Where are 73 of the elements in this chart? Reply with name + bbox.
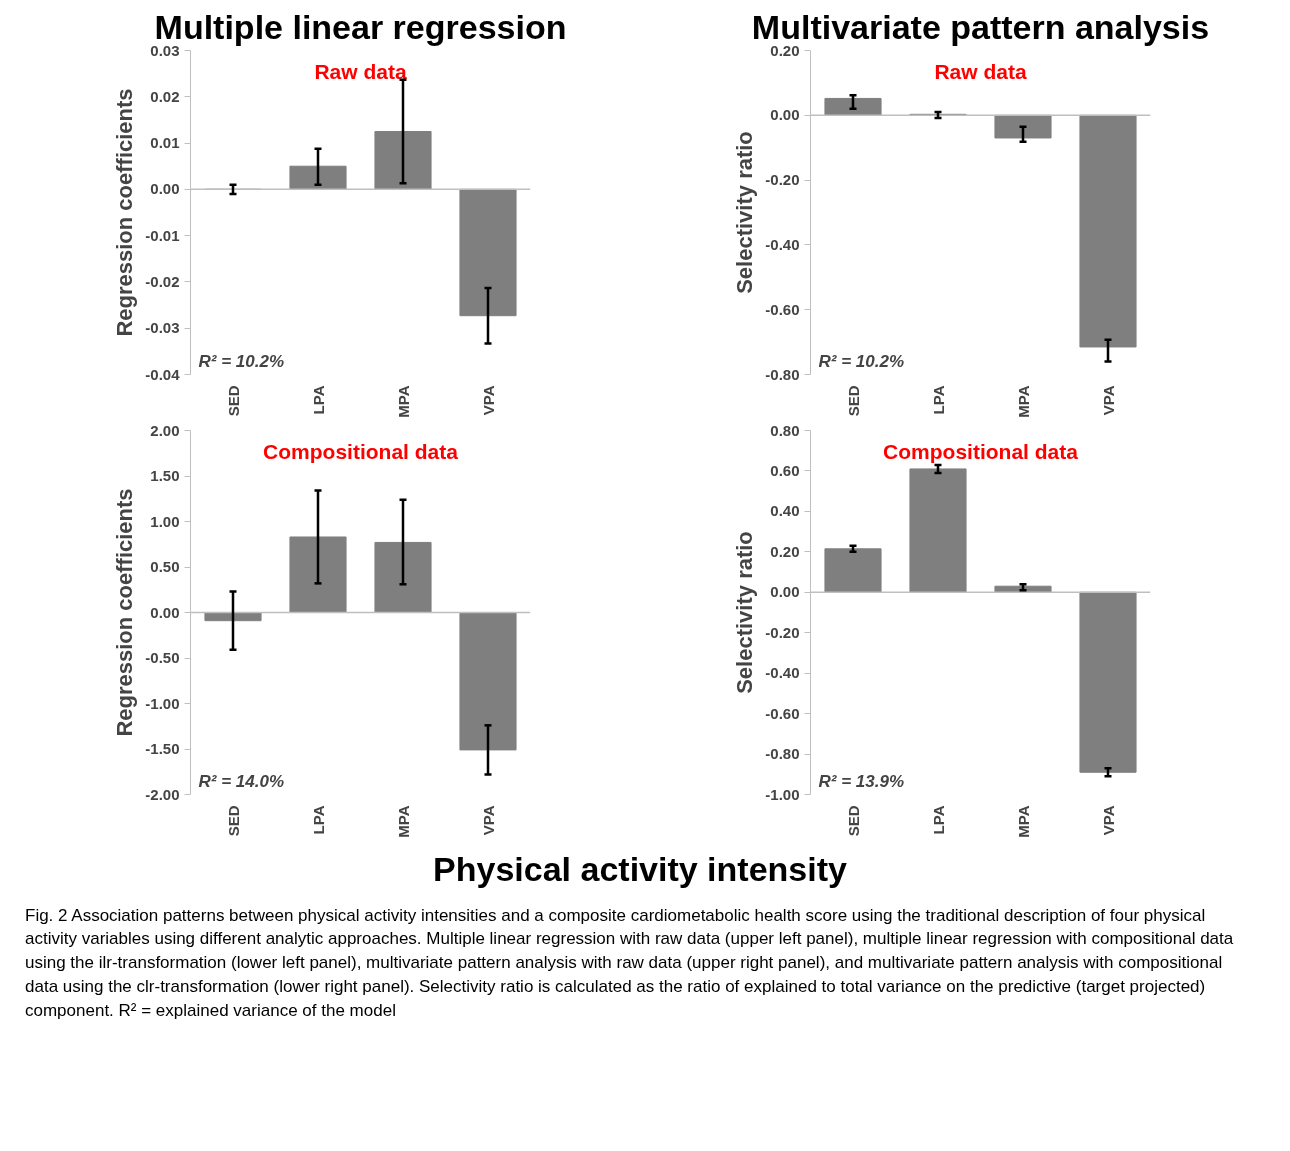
x-tick-label: SED	[224, 805, 242, 837]
x-tick-label: SED	[844, 385, 862, 417]
x-tick-label: VPA	[1099, 805, 1117, 836]
y-tick-label: 0.60	[770, 461, 800, 479]
annotation: R² = 10.2%	[198, 351, 285, 371]
x-tick-label: MPA	[394, 805, 412, 838]
annotation: R² = 13.9%	[818, 771, 905, 791]
y-tick-label: 1.00	[150, 512, 180, 530]
bar	[374, 541, 432, 613]
y-tick-label: 0.50	[150, 558, 180, 575]
y-tick-label: 0.20	[770, 542, 800, 560]
y-tick-label: -0.40	[765, 235, 800, 253]
x-tick-label: LPA	[309, 805, 327, 835]
y-tick-label: -0.02	[145, 272, 180, 290]
y-tick-label: 0.00	[150, 603, 180, 621]
chart-subtitle: Compositional data	[883, 439, 1079, 463]
chart-subtitle: Raw data	[314, 59, 407, 83]
bar	[1079, 114, 1137, 348]
y-axis-title: Regression coefficients	[112, 488, 138, 737]
x-tick-label: LPA	[309, 385, 327, 415]
bar	[994, 114, 1052, 139]
x-tick-label: VPA	[479, 805, 497, 836]
x-tick-label: LPA	[929, 385, 947, 415]
y-tick-label: 0.01	[150, 134, 180, 152]
annotation: R² = 10.2%	[818, 351, 905, 371]
y-tick-label: 0.40	[770, 502, 800, 520]
y-tick-label: -1.00	[765, 785, 800, 803]
bar	[824, 548, 882, 593]
y-axis-title: Selectivity ratio	[732, 131, 758, 294]
text: Physical activity intensity	[433, 849, 847, 890]
y-tick-label: 0.00	[770, 583, 800, 601]
bar	[289, 536, 347, 613]
y-tick-label: -0.80	[765, 365, 800, 383]
bar	[909, 468, 967, 593]
bar	[1079, 591, 1137, 773]
y-axis-title: Selectivity ratio	[732, 531, 758, 694]
y-tick-label: -0.20	[765, 623, 800, 641]
chart-subtitle: Compositional data	[263, 439, 459, 463]
chart-subtitle: Raw data	[934, 59, 1027, 83]
bar	[289, 165, 347, 190]
y-tick-label: -1.50	[145, 740, 180, 757]
x-tick-label: SED	[844, 805, 862, 837]
bar	[459, 188, 517, 317]
y-tick-label: -2.00	[145, 785, 180, 803]
y-tick-label: -0.60	[765, 300, 800, 318]
caption: Fig. 2 Association patterns between physical activity intensities and a composite cardiometabolic health score using the traditional description of four physical activity variables using different analytic approaches. Multiple linear regression with raw data (upper left panel), multiple linear regression with compositional data using the ilr-transformation (lower left panel), multivariate pattern analysis with raw data (upper right panel), and multivariate pattern analysis with compositional data using the clr-transformation (lower right panel). Selectivity ratio is calculated as the ratio of explained to total variance on the predictive (target projected) component. R² = explained variance of the model	[25, 904, 1235, 1022]
x-tick-label: VPA	[479, 385, 497, 416]
y-tick-label: -0.04	[145, 365, 181, 383]
y-tick-label: -0.40	[765, 664, 800, 682]
x-tick-label: MPA	[394, 385, 412, 418]
y-tick-label: -0.01	[145, 226, 180, 244]
y-tick-label: 0.00	[150, 180, 180, 198]
x-tick-label: VPA	[1099, 385, 1117, 416]
x-tick-label: MPA	[1014, 385, 1032, 418]
y-tick-label: 0.02	[150, 87, 180, 105]
x-tick-label: LPA	[929, 805, 947, 835]
bar	[374, 131, 432, 190]
x-tick-label: SED	[224, 385, 242, 417]
y-tick-label: -0.50	[145, 649, 180, 666]
annotation: R² = 14.0%	[198, 771, 285, 791]
y-tick-label: 2.00	[150, 421, 180, 439]
y-tick-label: -0.80	[765, 745, 800, 763]
y-tick-label: 0.80	[770, 421, 800, 439]
bar	[459, 612, 517, 751]
y-tick-label: -1.00	[145, 694, 180, 712]
y-tick-label: 0.00	[770, 106, 800, 124]
y-tick-label: -0.60	[765, 704, 800, 722]
y-tick-label: -0.20	[765, 171, 800, 189]
y-tick-label: 1.50	[150, 467, 180, 484]
bar	[824, 97, 882, 116]
x-tick-label: MPA	[1014, 805, 1032, 838]
y-tick-label: -0.03	[145, 319, 180, 337]
y-axis-title: Regression coefficients	[112, 88, 138, 337]
